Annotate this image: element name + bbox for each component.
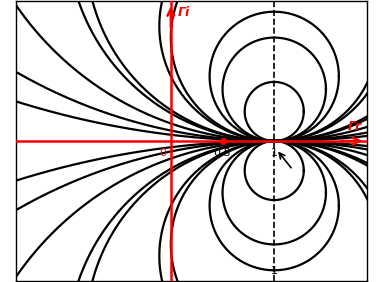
Text: Γr: Γr [348,120,362,133]
Text: 0.5: 0.5 [214,148,231,158]
Text: 0: 0 [160,148,167,158]
Text: 1: 1 [271,266,278,276]
Text: 1: 1 [271,148,278,158]
Text: Γi: Γi [178,6,190,19]
